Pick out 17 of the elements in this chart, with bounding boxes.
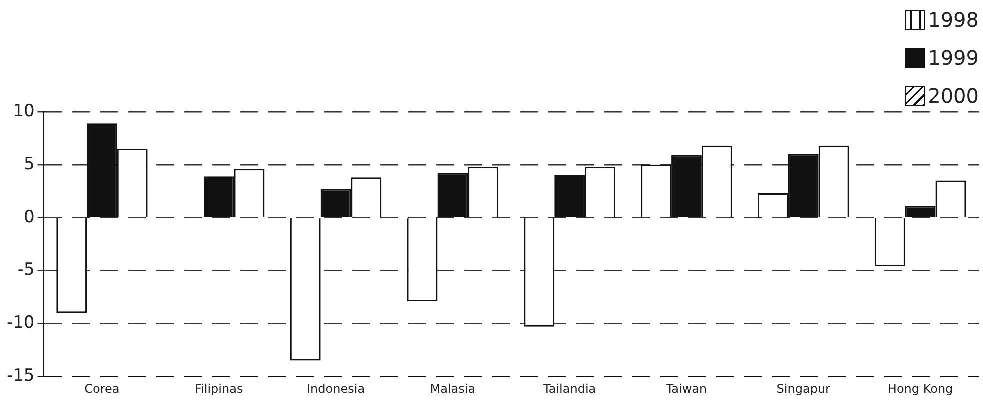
x-tick-label: Malasia <box>430 382 476 396</box>
y-tick-label: 0 <box>24 207 35 228</box>
y-tick-label: -5 <box>18 260 35 280</box>
x-tick-label: Tailandia <box>542 382 596 396</box>
y-tick-label: 10 <box>13 101 35 122</box>
y-tick-label: 5 <box>24 154 35 174</box>
y-tick-label: -10 <box>6 313 35 334</box>
x-tick-label: Filipinas <box>195 382 244 396</box>
x-tick-label: Corea <box>84 382 120 396</box>
x-tick-label: Taiwan <box>665 382 708 396</box>
x-tick-label: Hong Kong <box>888 382 954 396</box>
x-tick-label: Indonesia <box>307 382 366 396</box>
y-tick-label: -15 <box>6 366 35 386</box>
legend-label: 1998 <box>928 8 979 32</box>
legend-label: 2000 <box>928 84 979 108</box>
x-tick-label: Singapur <box>776 382 831 396</box>
legend-label: 1999 <box>928 46 979 70</box>
